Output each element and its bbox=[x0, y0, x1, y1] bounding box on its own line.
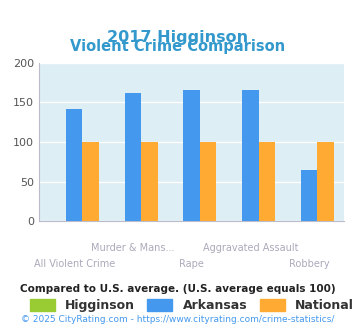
Text: Compared to U.S. average. (U.S. average equals 100): Compared to U.S. average. (U.S. average … bbox=[20, 284, 335, 294]
Bar bbox=[184, 90, 200, 221]
Text: Aggravated Assault: Aggravated Assault bbox=[203, 243, 298, 253]
Legend: Higginson, Arkansas, National: Higginson, Arkansas, National bbox=[30, 299, 354, 312]
Text: Robbery: Robbery bbox=[289, 259, 329, 269]
Text: © 2025 CityRating.com - https://www.cityrating.com/crime-statistics/: © 2025 CityRating.com - https://www.city… bbox=[21, 315, 334, 324]
Bar bbox=[242, 90, 259, 221]
Bar bbox=[259, 142, 275, 221]
Text: All Violent Crime: All Violent Crime bbox=[34, 259, 115, 269]
Bar bbox=[200, 142, 216, 221]
Bar bbox=[66, 110, 82, 221]
Text: Murder & Mans...: Murder & Mans... bbox=[91, 243, 175, 253]
Bar bbox=[141, 142, 158, 221]
Text: Rape: Rape bbox=[179, 259, 204, 269]
Bar bbox=[125, 93, 141, 221]
Bar bbox=[82, 142, 99, 221]
Bar bbox=[317, 142, 334, 221]
Bar bbox=[301, 170, 317, 221]
Text: Violent Crime Comparison: Violent Crime Comparison bbox=[70, 40, 285, 54]
Text: 2017 Higginson: 2017 Higginson bbox=[107, 30, 248, 45]
